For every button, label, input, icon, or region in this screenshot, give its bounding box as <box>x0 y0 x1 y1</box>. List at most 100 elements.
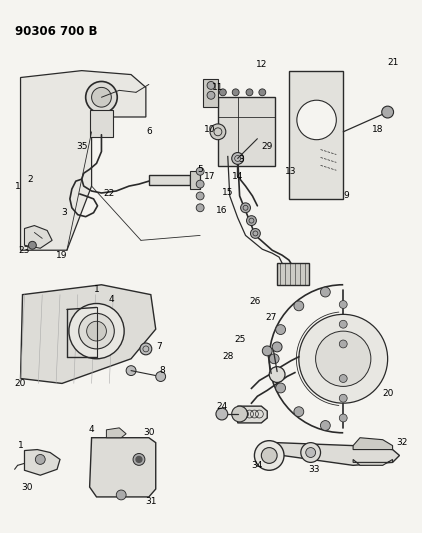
Circle shape <box>69 303 124 359</box>
Text: 8: 8 <box>160 366 165 375</box>
Text: 14: 14 <box>232 172 243 181</box>
Circle shape <box>196 192 204 200</box>
Circle shape <box>241 203 251 213</box>
Text: 31: 31 <box>145 497 157 506</box>
Circle shape <box>297 100 336 140</box>
Polygon shape <box>24 225 52 248</box>
Text: 4: 4 <box>108 295 114 304</box>
Text: 3: 3 <box>239 155 244 164</box>
Circle shape <box>276 325 286 335</box>
Circle shape <box>316 331 371 386</box>
Polygon shape <box>277 263 309 285</box>
Text: 4: 4 <box>89 425 95 434</box>
Text: 1: 1 <box>15 182 20 191</box>
Circle shape <box>251 229 260 238</box>
Text: 20: 20 <box>382 389 393 398</box>
Text: 34: 34 <box>252 461 263 470</box>
Circle shape <box>339 320 347 328</box>
Circle shape <box>272 342 282 352</box>
Polygon shape <box>203 79 218 107</box>
Text: 23: 23 <box>19 246 30 255</box>
Circle shape <box>269 354 279 364</box>
Circle shape <box>339 301 347 309</box>
Circle shape <box>301 442 321 463</box>
Text: 90306 700 B: 90306 700 B <box>15 25 97 38</box>
Polygon shape <box>21 70 146 250</box>
Text: 32: 32 <box>397 438 408 447</box>
Polygon shape <box>190 171 200 189</box>
Circle shape <box>269 367 285 383</box>
Text: 26: 26 <box>250 297 261 306</box>
Circle shape <box>259 89 266 96</box>
Circle shape <box>207 82 215 90</box>
Circle shape <box>79 313 114 349</box>
Circle shape <box>216 408 228 420</box>
Polygon shape <box>238 406 267 423</box>
Circle shape <box>87 321 106 341</box>
Circle shape <box>261 448 277 463</box>
Text: 17: 17 <box>204 172 216 181</box>
Circle shape <box>207 91 215 99</box>
Text: 5: 5 <box>197 165 203 174</box>
Text: 29: 29 <box>262 142 273 151</box>
Circle shape <box>382 106 394 118</box>
Text: 30: 30 <box>22 482 33 491</box>
Text: 35: 35 <box>76 142 87 151</box>
Circle shape <box>86 82 117 113</box>
Circle shape <box>232 406 248 422</box>
Text: 9: 9 <box>344 191 349 200</box>
Text: 19: 19 <box>56 251 68 260</box>
Circle shape <box>339 340 347 348</box>
Text: 25: 25 <box>234 335 245 344</box>
Text: 15: 15 <box>222 189 233 198</box>
Polygon shape <box>261 442 400 465</box>
Circle shape <box>126 366 136 376</box>
Text: 28: 28 <box>222 352 233 361</box>
Text: 21: 21 <box>387 58 398 67</box>
Circle shape <box>339 375 347 383</box>
Circle shape <box>196 180 204 188</box>
Text: 13: 13 <box>285 167 297 176</box>
Circle shape <box>133 454 145 465</box>
Text: 27: 27 <box>265 313 277 322</box>
Text: 11: 11 <box>212 83 224 92</box>
Polygon shape <box>149 175 190 185</box>
Circle shape <box>35 455 45 464</box>
Circle shape <box>306 448 316 457</box>
Circle shape <box>196 167 204 175</box>
Circle shape <box>262 346 272 356</box>
Circle shape <box>299 314 388 403</box>
Circle shape <box>276 383 286 393</box>
Polygon shape <box>24 449 60 475</box>
Text: 33: 33 <box>308 465 319 474</box>
Text: 16: 16 <box>216 206 227 215</box>
Circle shape <box>140 343 152 355</box>
Text: 20: 20 <box>15 379 26 388</box>
Circle shape <box>136 456 142 463</box>
Circle shape <box>232 152 243 164</box>
Text: 30: 30 <box>143 429 154 437</box>
Text: 1: 1 <box>94 285 100 294</box>
Circle shape <box>339 394 347 402</box>
Text: 24: 24 <box>216 402 227 410</box>
Circle shape <box>294 407 304 417</box>
Polygon shape <box>89 110 113 137</box>
Polygon shape <box>21 285 156 383</box>
Text: 3: 3 <box>61 208 67 217</box>
Circle shape <box>156 372 165 382</box>
Circle shape <box>254 441 284 470</box>
Text: 6: 6 <box>146 127 151 136</box>
Circle shape <box>210 124 226 140</box>
Text: 10: 10 <box>204 125 216 134</box>
Circle shape <box>92 87 111 107</box>
Circle shape <box>246 216 257 225</box>
Circle shape <box>339 414 347 422</box>
Circle shape <box>232 89 239 96</box>
Circle shape <box>116 490 126 500</box>
Text: 1: 1 <box>18 441 23 450</box>
Polygon shape <box>218 97 275 166</box>
Circle shape <box>219 89 226 96</box>
Circle shape <box>196 204 204 212</box>
Circle shape <box>320 421 330 431</box>
Circle shape <box>294 301 304 311</box>
